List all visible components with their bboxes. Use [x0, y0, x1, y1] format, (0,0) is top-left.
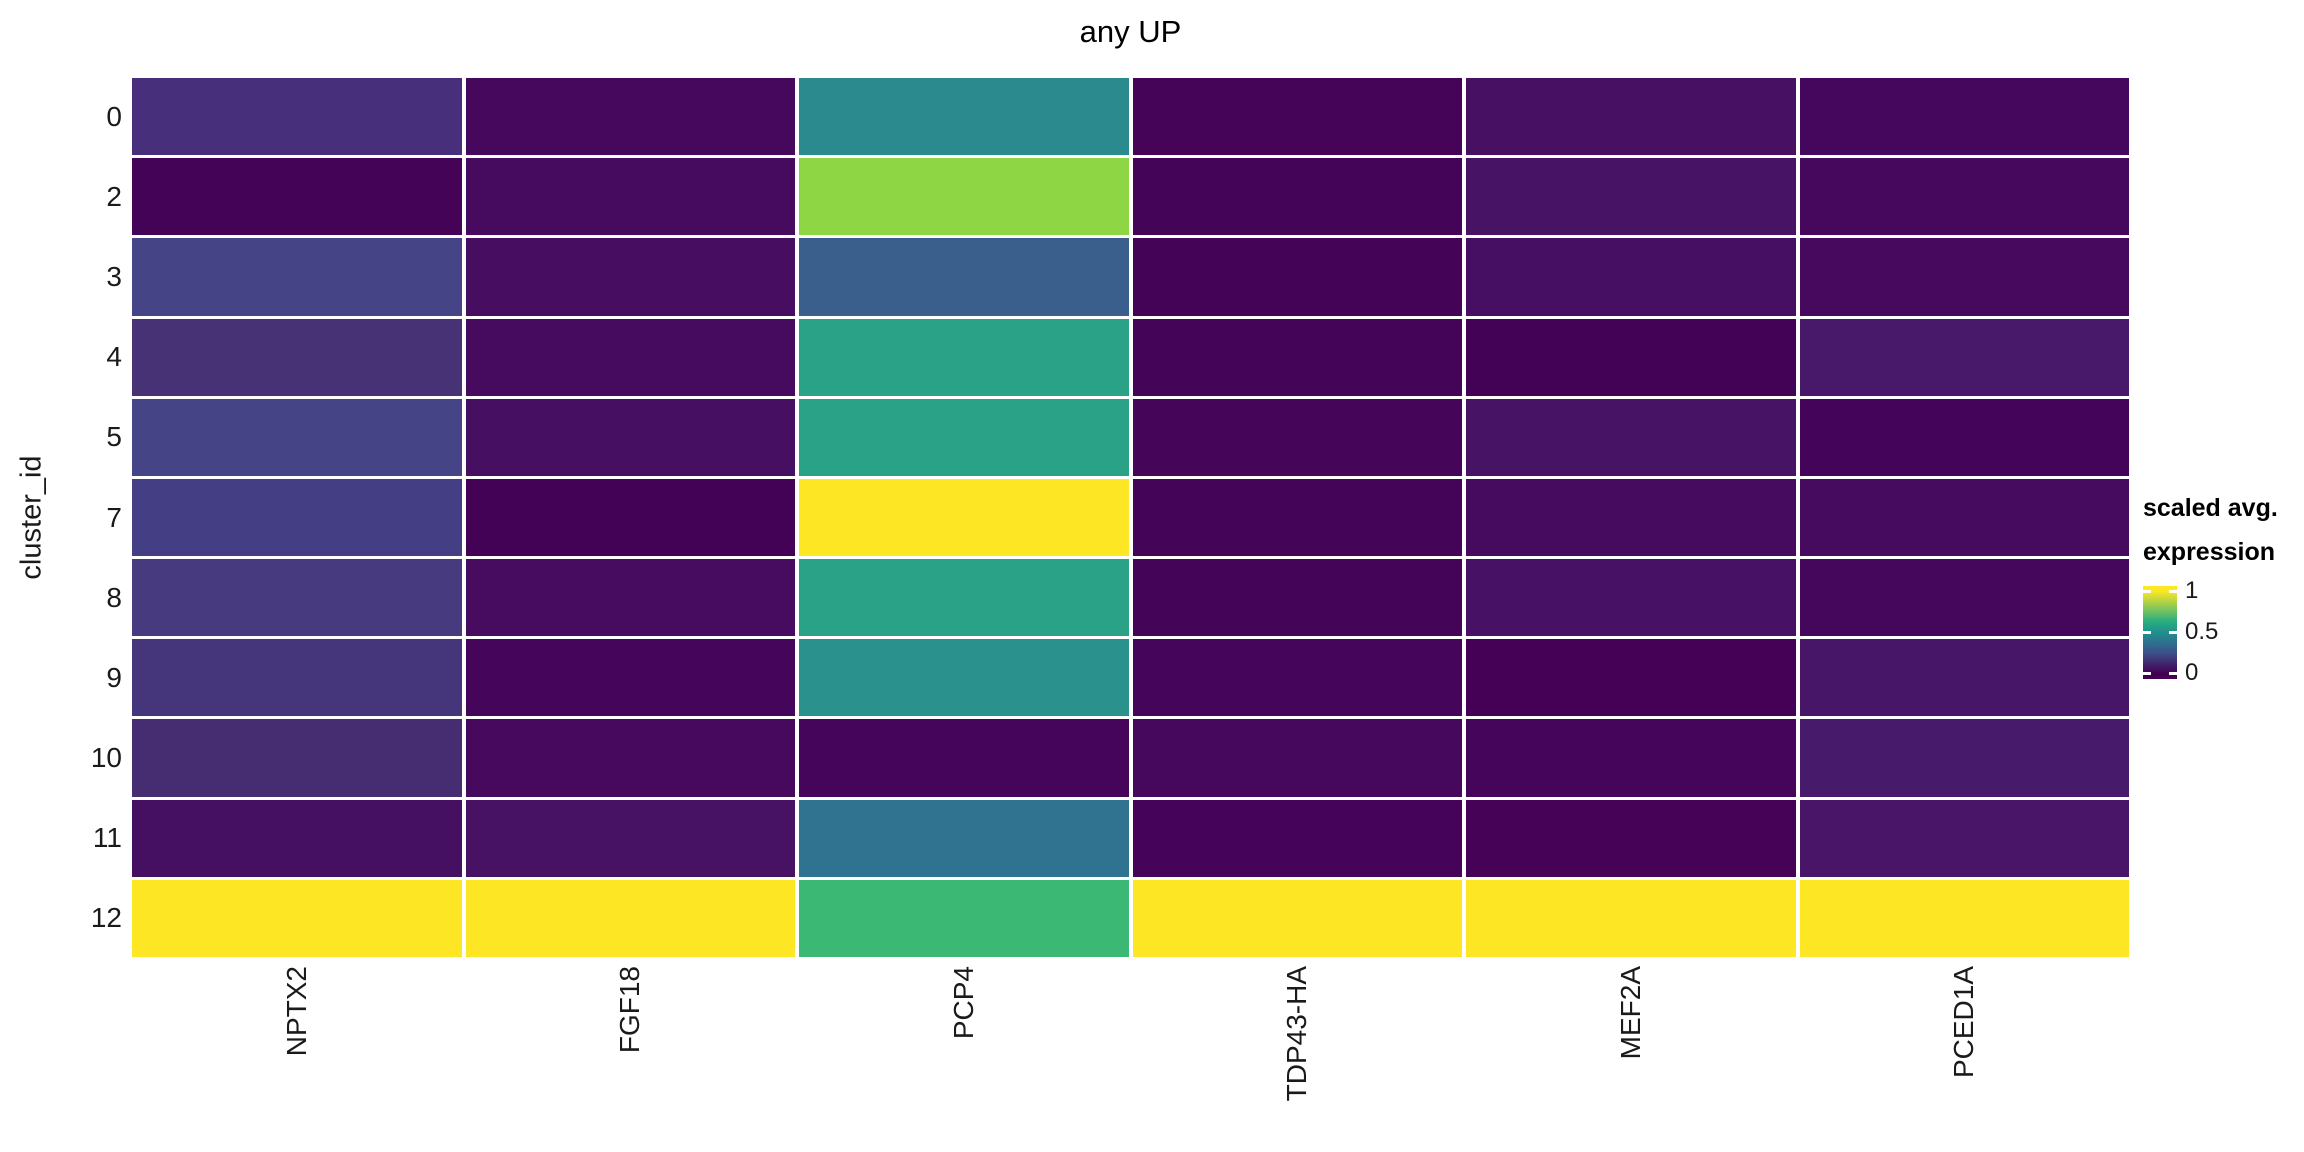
x-tick-label: FGF18: [614, 966, 646, 1054]
y-tick-label: 11: [92, 822, 122, 854]
heatmap-cell: [799, 78, 1129, 156]
heatmap-cell: [132, 639, 462, 717]
heatmap-cell: [1799, 238, 2129, 316]
heatmap-cell: [1799, 158, 2129, 236]
heatmap-cell: [1799, 639, 2129, 717]
legend-tickmark: [2143, 672, 2151, 675]
heatmap-grid: [132, 78, 2129, 957]
legend-colorbar: [2143, 586, 2177, 679]
heatmap-cell: [132, 238, 462, 316]
heatmap-cell: [1132, 78, 1462, 156]
heatmap-cell: [465, 799, 795, 877]
heatmap-cell: [465, 639, 795, 717]
y-tick-label: 10: [90, 742, 122, 774]
heatmap-cell: [1466, 398, 1796, 476]
y-tick-label: 9: [106, 661, 122, 693]
heatmap-cell: [465, 238, 795, 316]
heatmap-cell: [799, 238, 1129, 316]
legend-tickmark: [2169, 631, 2177, 634]
heatmap-cell: [1799, 879, 2129, 957]
heatmap-cell: [1132, 238, 1462, 316]
heatmap-cell: [132, 559, 462, 637]
heatmap-cell: [1466, 639, 1796, 717]
plot-title: any UP: [1079, 14, 1182, 49]
heatmap-cell: [1132, 398, 1462, 476]
heatmap-cell: [132, 318, 462, 396]
heatmap-cell: [1466, 238, 1796, 316]
x-tick-label: NPTX2: [280, 966, 312, 1057]
y-tick-label: 0: [106, 100, 122, 132]
legend-tick-label: 0: [2185, 659, 2199, 686]
heatmap-cell: [799, 398, 1129, 476]
heatmap-cell: [799, 158, 1129, 236]
y-tick-label: 5: [106, 421, 122, 453]
heatmap-cell: [132, 719, 462, 797]
heatmap-cell: [1466, 78, 1796, 156]
heatmap-cell: [799, 799, 1129, 877]
heatmap-cell: [132, 879, 462, 957]
heatmap-cell: [1132, 799, 1462, 877]
heatmap-cell: [799, 559, 1129, 637]
heatmap-cell: [465, 318, 795, 396]
heatmap-cell: [799, 639, 1129, 717]
x-tick-label: TDP43-HA: [1281, 966, 1313, 1102]
heatmap-cell: [465, 478, 795, 557]
heatmap-cell: [1466, 799, 1796, 877]
heatmap-cell: [465, 78, 795, 156]
heatmap-cell: [132, 478, 462, 557]
legend-title-line2: expression: [2143, 538, 2276, 566]
heatmap-cell: [1466, 318, 1796, 396]
heatmap-cell: [1132, 719, 1462, 797]
heatmap-cell: [1466, 879, 1796, 957]
x-tick-label: MEF2A: [1614, 966, 1646, 1060]
legend-tickmark: [2169, 590, 2177, 593]
heatmap-cell: [132, 78, 462, 156]
heatmap-cell: [799, 318, 1129, 396]
heatmap-cell: [132, 158, 462, 236]
heatmap-cell: [465, 398, 795, 476]
heatmap-cell: [1132, 879, 1462, 957]
heatmap-cell: [799, 879, 1129, 957]
heatmap-cell: [465, 158, 795, 236]
heatmap-cell: [465, 559, 795, 637]
heatmap-cell: [1799, 398, 2129, 476]
heatmap-cell: [1466, 559, 1796, 637]
legend-title-line1: scaled avg.: [2143, 494, 2278, 522]
heatmap-cell: [1132, 318, 1462, 396]
heatmap-cell: [1799, 719, 2129, 797]
heatmap-cell: [1799, 478, 2129, 557]
y-tick-label: 8: [106, 581, 122, 613]
heatmap-cell: [1799, 318, 2129, 396]
legend: scaled avg. expression 1 0.5 0: [2143, 486, 2278, 686]
legend-tick-label: 1: [2185, 577, 2199, 604]
heatmap-cell: [1132, 639, 1462, 717]
heatmap-cell: [465, 719, 795, 797]
y-tick-label: 3: [106, 260, 122, 292]
y-tick-label: 12: [90, 902, 122, 934]
heatmap-cell: [1466, 719, 1796, 797]
heatmap-cell: [132, 398, 462, 476]
heatmap-cell: [1799, 559, 2129, 637]
heatmap-cell: [132, 799, 462, 877]
y-tick-label: 7: [106, 501, 122, 533]
heatmap-cell: [1132, 158, 1462, 236]
legend-tick-label: 0.5: [2185, 618, 2219, 645]
heatmap-cell: [1132, 559, 1462, 637]
x-tick-label: PCED1A: [1948, 966, 1980, 1079]
heatmap-cell: [1466, 158, 1796, 236]
heatmap-cell: [799, 719, 1129, 797]
y-tick-label: 4: [106, 341, 122, 373]
heatmap-cell: [465, 879, 795, 957]
x-tick-label: PCP4: [947, 966, 979, 1040]
heatmap-cell: [799, 478, 1129, 557]
heatmap-cell: [1466, 478, 1796, 557]
heatmap-cell: [1132, 478, 1462, 557]
legend-tickmark: [2143, 590, 2151, 593]
heatmap-cell: [1799, 78, 2129, 156]
y-tick-label: 2: [106, 180, 122, 212]
legend-tickmark: [2143, 631, 2151, 634]
heatmap-cell: [1799, 799, 2129, 877]
legend-tickmark: [2169, 672, 2177, 675]
